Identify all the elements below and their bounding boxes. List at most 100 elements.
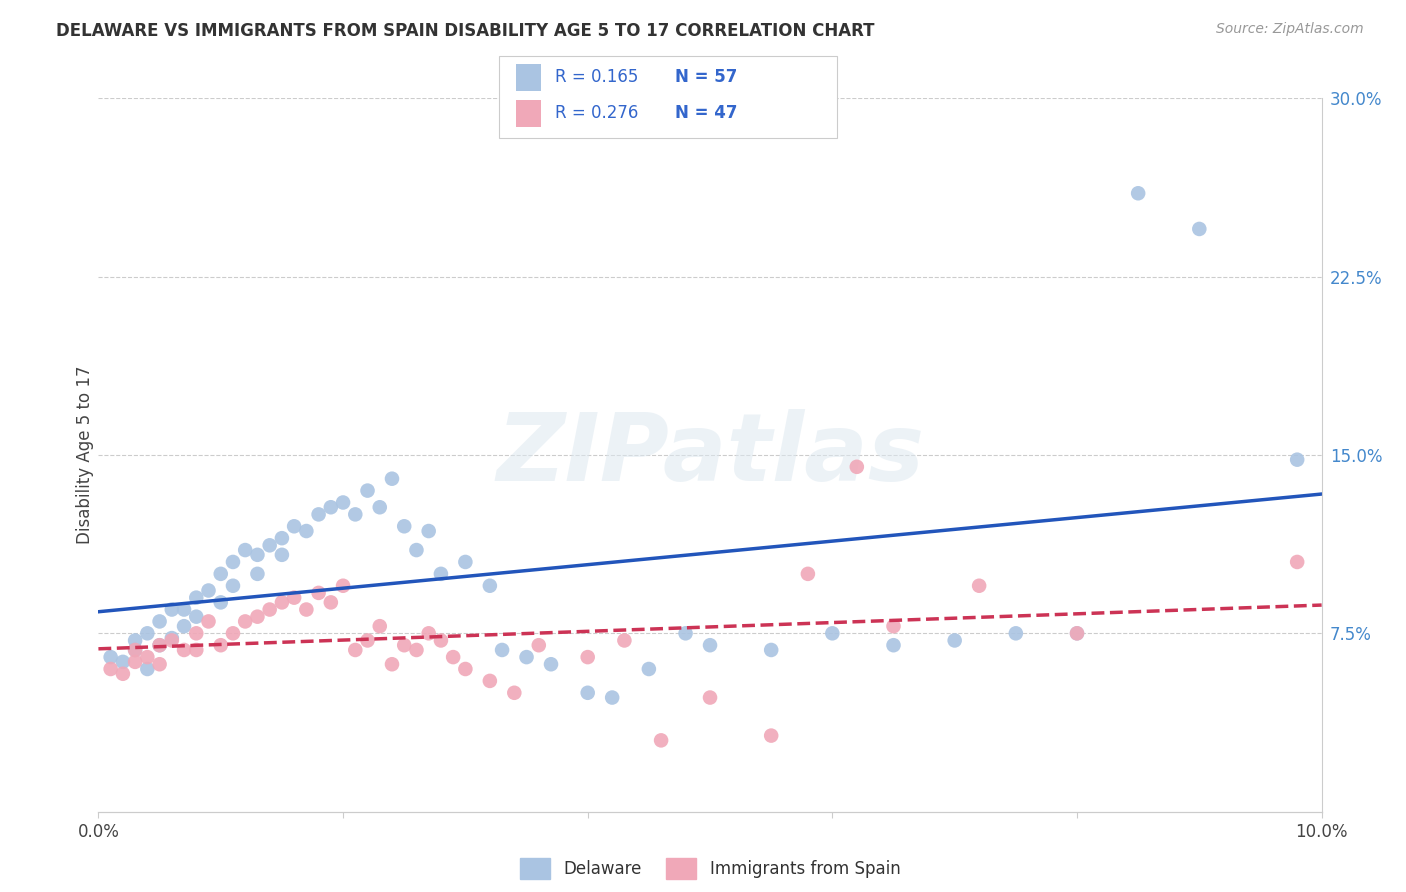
Point: [344, 643, 367, 657]
Point: [441, 650, 464, 665]
Point: [845, 459, 868, 474]
Point: [368, 619, 391, 633]
Point: [650, 733, 672, 747]
Point: [197, 615, 219, 629]
Point: [124, 643, 146, 657]
Point: [883, 619, 905, 633]
Point: [111, 666, 134, 681]
Point: [186, 591, 208, 605]
Point: [124, 643, 146, 657]
Y-axis label: Disability Age 5 to 17: Disability Age 5 to 17: [76, 366, 94, 544]
Text: N = 47: N = 47: [675, 104, 737, 122]
Point: [160, 631, 183, 645]
Point: [233, 615, 256, 629]
Point: [186, 643, 208, 657]
Text: R = 0.276: R = 0.276: [555, 104, 638, 122]
Text: Source: ZipAtlas.com: Source: ZipAtlas.com: [1216, 22, 1364, 37]
Point: [186, 626, 208, 640]
Point: [246, 548, 269, 562]
Point: [368, 500, 391, 515]
Point: [259, 538, 281, 552]
Point: [283, 591, 305, 605]
Point: [160, 633, 183, 648]
Point: [233, 543, 256, 558]
Point: [270, 531, 292, 545]
Point: [1128, 186, 1150, 201]
Point: [344, 508, 367, 522]
Point: [600, 690, 623, 705]
Point: [759, 643, 782, 657]
Point: [319, 500, 342, 515]
Point: [418, 524, 440, 538]
Point: [405, 543, 427, 558]
Point: [209, 638, 232, 652]
Point: [699, 690, 721, 705]
Point: [430, 566, 453, 581]
Point: [381, 472, 404, 486]
Point: [637, 662, 661, 676]
Point: [149, 638, 172, 652]
Point: [222, 626, 245, 640]
Point: [295, 524, 318, 538]
Point: [222, 579, 245, 593]
Point: [173, 619, 195, 633]
Point: [124, 633, 146, 648]
Point: [576, 650, 599, 665]
Point: [319, 595, 342, 609]
Point: [503, 686, 526, 700]
Point: [392, 519, 416, 533]
Point: [356, 483, 378, 498]
Point: [136, 662, 159, 676]
Point: [392, 638, 416, 652]
Point: [821, 626, 844, 640]
Point: [332, 579, 354, 593]
Legend: Delaware, Immigrants from Spain: Delaware, Immigrants from Spain: [513, 852, 907, 886]
Point: [308, 508, 330, 522]
Point: [381, 657, 404, 672]
Point: [186, 609, 208, 624]
Point: [197, 583, 219, 598]
Point: [283, 519, 305, 533]
Point: [1004, 626, 1026, 640]
Point: [259, 602, 281, 616]
Point: [111, 655, 134, 669]
Point: [246, 566, 269, 581]
Point: [356, 633, 378, 648]
Text: R = 0.165: R = 0.165: [555, 69, 638, 87]
Text: ZIPatlas: ZIPatlas: [496, 409, 924, 501]
Point: [270, 548, 292, 562]
Point: [246, 609, 269, 624]
Point: [209, 566, 232, 581]
Point: [209, 595, 232, 609]
Point: [136, 650, 159, 665]
Point: [173, 643, 195, 657]
Point: [491, 643, 513, 657]
Point: [454, 662, 477, 676]
Point: [1188, 222, 1211, 236]
Point: [222, 555, 245, 569]
Text: N = 57: N = 57: [675, 69, 737, 87]
Point: [405, 643, 427, 657]
Point: [527, 638, 550, 652]
Point: [160, 602, 183, 616]
Point: [699, 638, 721, 652]
Point: [173, 602, 195, 616]
Point: [1286, 452, 1309, 467]
Point: [124, 655, 146, 669]
Point: [516, 650, 538, 665]
Point: [1286, 555, 1309, 569]
Point: [100, 662, 122, 676]
Point: [295, 602, 318, 616]
Point: [613, 633, 636, 648]
Point: [883, 638, 905, 652]
Point: [454, 555, 477, 569]
Text: DELAWARE VS IMMIGRANTS FROM SPAIN DISABILITY AGE 5 TO 17 CORRELATION CHART: DELAWARE VS IMMIGRANTS FROM SPAIN DISABI…: [56, 22, 875, 40]
Point: [270, 595, 292, 609]
Point: [418, 626, 440, 640]
Point: [675, 626, 697, 640]
Point: [478, 579, 501, 593]
Point: [540, 657, 562, 672]
Point: [332, 495, 354, 509]
Point: [136, 626, 159, 640]
Point: [100, 650, 122, 665]
